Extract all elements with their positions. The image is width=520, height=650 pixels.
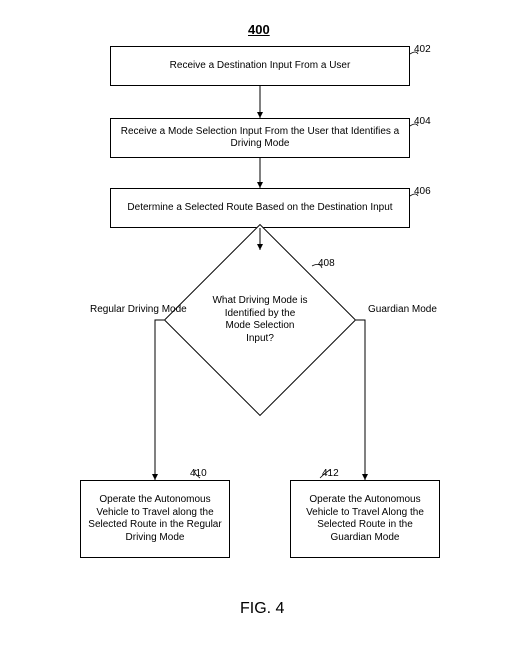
figure-label: FIG. 4: [240, 600, 284, 618]
ref-410: 410: [190, 468, 207, 479]
ref-412: 412: [322, 468, 339, 479]
ref-408: 408: [318, 258, 335, 269]
flowchart-canvas: 400 Receive a Destination Input From a U…: [0, 0, 520, 650]
ref-406: 406: [414, 186, 431, 197]
step-402-box: Receive a Destination Input From a User: [110, 46, 410, 86]
figure-number: 400: [248, 22, 270, 37]
branch-left-label: Regular Driving Mode: [90, 304, 187, 315]
step-402-text: Receive a Destination Input From a User: [170, 60, 351, 73]
step-404-box: Receive a Mode Selection Input From the …: [110, 118, 410, 158]
decision-408-text: What Driving Mode is Identified by the M…: [192, 252, 328, 388]
step-406-box: Determine a Selected Route Based on the …: [110, 188, 410, 228]
step-404-text: Receive a Mode Selection Input From the …: [117, 126, 403, 151]
step-410-text: Operate the Autonomous Vehicle to Travel…: [87, 494, 223, 544]
step-412-text: Operate the Autonomous Vehicle to Travel…: [297, 494, 433, 544]
decision-408: What Driving Mode is Identified by the M…: [192, 252, 328, 388]
step-412-box: Operate the Autonomous Vehicle to Travel…: [290, 480, 440, 558]
ref-402: 402: [414, 44, 431, 55]
step-406-text: Determine a Selected Route Based on the …: [127, 202, 392, 215]
step-410-box: Operate the Autonomous Vehicle to Travel…: [80, 480, 230, 558]
branch-right-label: Guardian Mode: [368, 304, 437, 315]
ref-404: 404: [414, 116, 431, 127]
